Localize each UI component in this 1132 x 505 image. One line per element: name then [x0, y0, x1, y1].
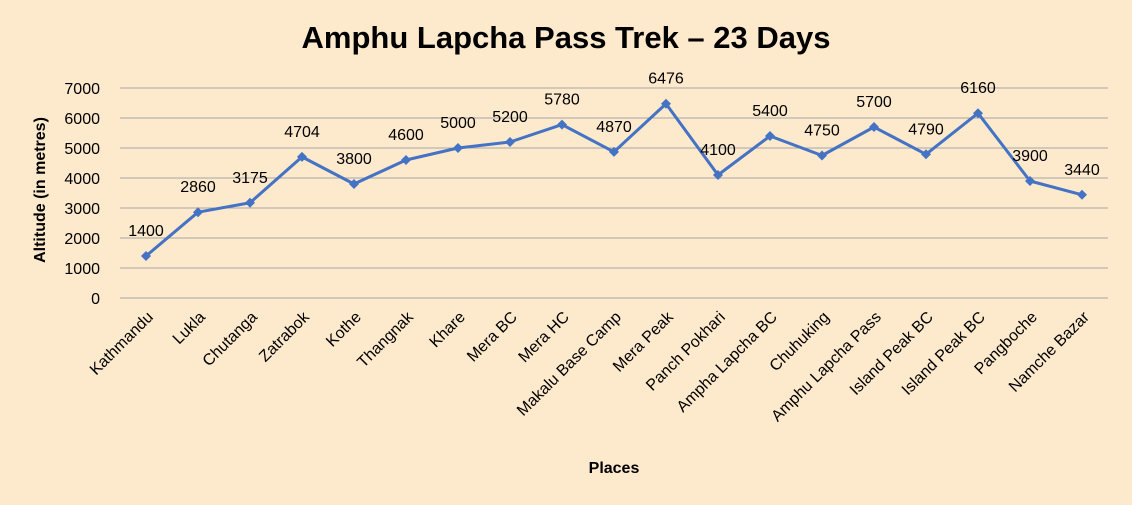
data-label: 6476 [648, 71, 684, 88]
x-tick-label: Lukla [170, 309, 209, 348]
data-label: 5000 [440, 115, 476, 132]
data-point-marker [973, 108, 983, 119]
data-point-marker [453, 143, 463, 153]
data-point-marker [1077, 189, 1087, 200]
y-tick-label: 5000 [64, 141, 100, 158]
x-tick-label: Thangnak [354, 308, 417, 371]
data-point-marker [557, 119, 567, 130]
data-point-marker [505, 137, 515, 147]
y-tick-label: 0 [91, 291, 100, 308]
data-point-marker [401, 155, 411, 165]
data-label: 4790 [908, 121, 944, 138]
data-label: 5400 [752, 103, 788, 120]
data-point-marker [921, 149, 931, 160]
chart-title: Amphu Lapcha Pass Trek – 23 Days [301, 20, 831, 55]
data-label: 4704 [284, 124, 320, 141]
x-tick-label: Ampha Lapcha BC [674, 309, 781, 416]
data-label: 4870 [596, 119, 632, 136]
y-tick-label: 4000 [64, 171, 100, 188]
x-axis-title: Places [589, 460, 640, 477]
y-tick-label: 1000 [64, 261, 100, 278]
data-point-marker [1025, 176, 1035, 186]
data-point-marker [349, 179, 359, 189]
data-point-marker [297, 151, 307, 162]
y-axis-title: Altitude (in metres) [32, 117, 49, 263]
data-point-marker [869, 122, 879, 132]
data-label: 6160 [960, 80, 996, 97]
x-tick-label: Kathmandu [87, 309, 157, 379]
y-tick-label: 3000 [64, 201, 100, 218]
data-point-marker [817, 150, 827, 161]
x-tick-label: Makalu Base Camp [514, 309, 625, 420]
data-point-marker [245, 197, 255, 208]
x-tick-label: Mera BC [464, 309, 521, 366]
data-label: 3800 [336, 151, 372, 168]
data-point-marker [765, 131, 775, 141]
x-tick-label: Khare [427, 309, 469, 351]
y-tick-label: 7000 [64, 81, 100, 98]
data-points [141, 98, 1087, 261]
data-label: 3900 [1012, 148, 1048, 165]
y-tick-label: 2000 [64, 231, 100, 248]
data-label: 4750 [804, 123, 840, 140]
data-label: 5700 [856, 94, 892, 111]
data-label: 4100 [700, 142, 736, 159]
data-point-marker [609, 146, 619, 157]
data-label: 5200 [492, 109, 528, 126]
x-tick-label: Zatrabok [256, 308, 313, 365]
data-label: 3440 [1064, 162, 1100, 179]
data-label: 3175 [232, 170, 268, 187]
x-tick-label: Chutanga [200, 309, 261, 370]
data-label: 1400 [128, 223, 164, 240]
data-label: 2860 [180, 179, 216, 196]
data-point-marker [713, 170, 723, 180]
x-tick-label: Kothe [323, 309, 365, 351]
y-tick-labels: 0 1000 2000 3000 4000 5000 6000 7000 [64, 81, 100, 308]
data-label: 4600 [388, 127, 424, 144]
data-label: 5780 [544, 92, 580, 109]
data-point-marker [141, 251, 151, 261]
data-point-marker [661, 98, 671, 109]
data-point-marker [193, 207, 203, 218]
y-tick-label: 6000 [64, 111, 100, 128]
data-labels: 1400 2860 3175 4704 3800 4600 5000 5200 5780 4870… [128, 71, 1100, 240]
